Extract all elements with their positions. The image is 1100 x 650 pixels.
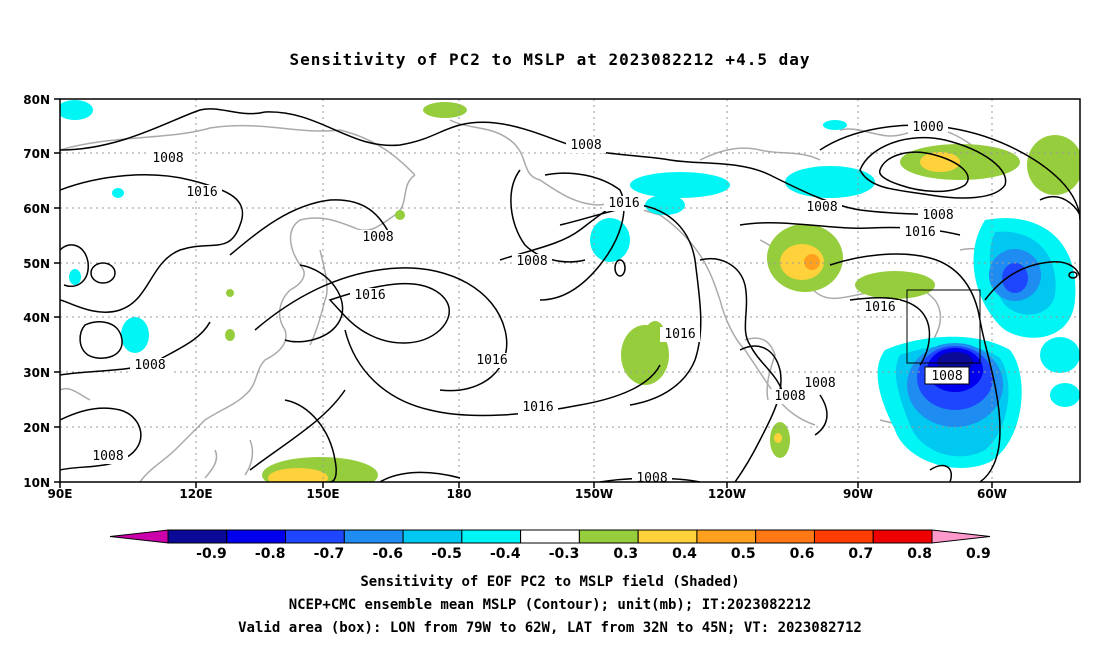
lat-label: 40N bbox=[23, 311, 50, 325]
colorbar-swatch bbox=[109, 529, 169, 544]
colorbar-swatch bbox=[578, 529, 639, 544]
caption-line-2: NCEP+CMC ensemble mean MSLP (Contour); u… bbox=[288, 597, 812, 613]
lon-label: 120E bbox=[179, 487, 212, 501]
lon-label: 150E bbox=[306, 487, 339, 501]
isobar-label: 1016 bbox=[186, 185, 217, 200]
colorbar-swatch bbox=[872, 529, 933, 544]
colorbar-swatch bbox=[167, 529, 228, 544]
isobar-label: 1016 bbox=[354, 288, 385, 303]
isobar-label: 1008 bbox=[362, 230, 393, 245]
colorbar-label: -0.4 bbox=[490, 546, 521, 562]
isobar-label: 1016 bbox=[664, 327, 695, 342]
colorbar-label: -0.6 bbox=[372, 546, 403, 562]
isobar-label: 1008 bbox=[152, 151, 183, 166]
isobar-label: 1008 bbox=[570, 138, 601, 153]
latitude-labels: 80N 70N 60N 50N 40N 30N 20N 10N bbox=[23, 93, 50, 490]
colorbar-label: 0.8 bbox=[907, 546, 932, 562]
colorbar-label: 0.5 bbox=[731, 546, 756, 562]
lon-label: 90E bbox=[48, 487, 73, 501]
colorbar-swatch bbox=[461, 529, 522, 544]
colorbar-label: 0.3 bbox=[613, 546, 638, 562]
colorbar: -0.9 -0.8 -0.7 -0.6 -0.5 -0.4 -0.3 0.3 0.4 0.5 0.6… bbox=[109, 529, 991, 562]
lon-label: 150W bbox=[575, 487, 613, 501]
caption-line-1: Sensitivity of EOF PC2 to MSLP field (Sh… bbox=[360, 574, 740, 590]
isobar-label: 1016 bbox=[864, 300, 895, 315]
colorbar-label: -0.8 bbox=[255, 546, 286, 562]
colorbar-swatch bbox=[755, 529, 815, 544]
lon-label: 180 bbox=[446, 487, 471, 501]
grid-lines bbox=[60, 99, 1080, 482]
lat-label: 80N bbox=[23, 93, 50, 107]
colorbar-label: 0.6 bbox=[790, 546, 815, 562]
isobar-label: 1008 bbox=[92, 449, 123, 464]
isobars bbox=[60, 108, 1080, 482]
isobar-label: 1016 bbox=[608, 196, 639, 211]
colorbar-label: -0.7 bbox=[314, 546, 345, 562]
isobar-label: 1016 bbox=[476, 353, 507, 368]
isobar-labels: 1008 1016 1008 1008 1016 1008 1016 1016 … bbox=[88, 120, 970, 486]
isobar-label: 1016 bbox=[904, 225, 935, 240]
lat-label: 50N bbox=[23, 257, 50, 271]
colorbar-swatch bbox=[813, 529, 874, 544]
colorbar-swatch bbox=[402, 529, 463, 544]
colorbar-swatch bbox=[285, 529, 345, 544]
lat-label: 10N bbox=[23, 476, 50, 490]
lon-label: 90W bbox=[843, 487, 873, 501]
lat-label: 70N bbox=[23, 147, 50, 161]
lat-label: 30N bbox=[23, 366, 50, 380]
colorbar-label: -0.9 bbox=[196, 546, 227, 562]
colorbar-swatch bbox=[343, 529, 404, 544]
isobar-label: 1008 bbox=[804, 376, 835, 391]
plot-title: Sensitivity of PC2 to MSLP at 2023082212… bbox=[289, 50, 811, 69]
isobar-label: 1008 bbox=[931, 369, 962, 384]
colorbar-swatch bbox=[520, 529, 580, 544]
axis-ticks bbox=[54, 98, 993, 488]
isobar-label: 1008 bbox=[636, 471, 667, 486]
caption-line-3: Valid area (box): LON from 79W to 62W, L… bbox=[238, 620, 862, 636]
colorbar-swatch bbox=[931, 529, 991, 544]
isobar-label: 1008 bbox=[134, 358, 165, 373]
lon-label: 120W bbox=[708, 487, 746, 501]
colorbar-label: 0.4 bbox=[672, 546, 697, 562]
colorbar-label: 0.9 bbox=[966, 546, 991, 562]
isobar-label: 1008 bbox=[516, 254, 547, 269]
isobar-label: 1008 bbox=[774, 389, 805, 404]
colorbar-swatch bbox=[226, 529, 287, 544]
isobar-label: 1000 bbox=[912, 120, 943, 135]
sensitivity-map: 1008 1016 1008 1008 1016 1008 1016 1016 … bbox=[23, 93, 1081, 562]
longitude-labels: 90E 120E 150E 180 150W 120W 90W 60W bbox=[48, 487, 1007, 501]
colorbar-label: -0.3 bbox=[549, 546, 580, 562]
isobar-label: 1016 bbox=[522, 400, 553, 415]
lat-label: 60N bbox=[23, 202, 50, 216]
colorbar-swatch bbox=[696, 529, 757, 544]
colorbar-label: 0.7 bbox=[848, 546, 873, 562]
isobar-label: 1008 bbox=[922, 208, 953, 223]
isobar-label: 1008 bbox=[806, 200, 837, 215]
colorbar-label: -0.5 bbox=[431, 546, 462, 562]
lon-label: 60W bbox=[977, 487, 1007, 501]
plot-frame bbox=[59, 98, 1081, 483]
colorbar-swatch bbox=[637, 529, 698, 544]
lat-label: 20N bbox=[23, 421, 50, 435]
valid-area-box bbox=[906, 289, 981, 364]
